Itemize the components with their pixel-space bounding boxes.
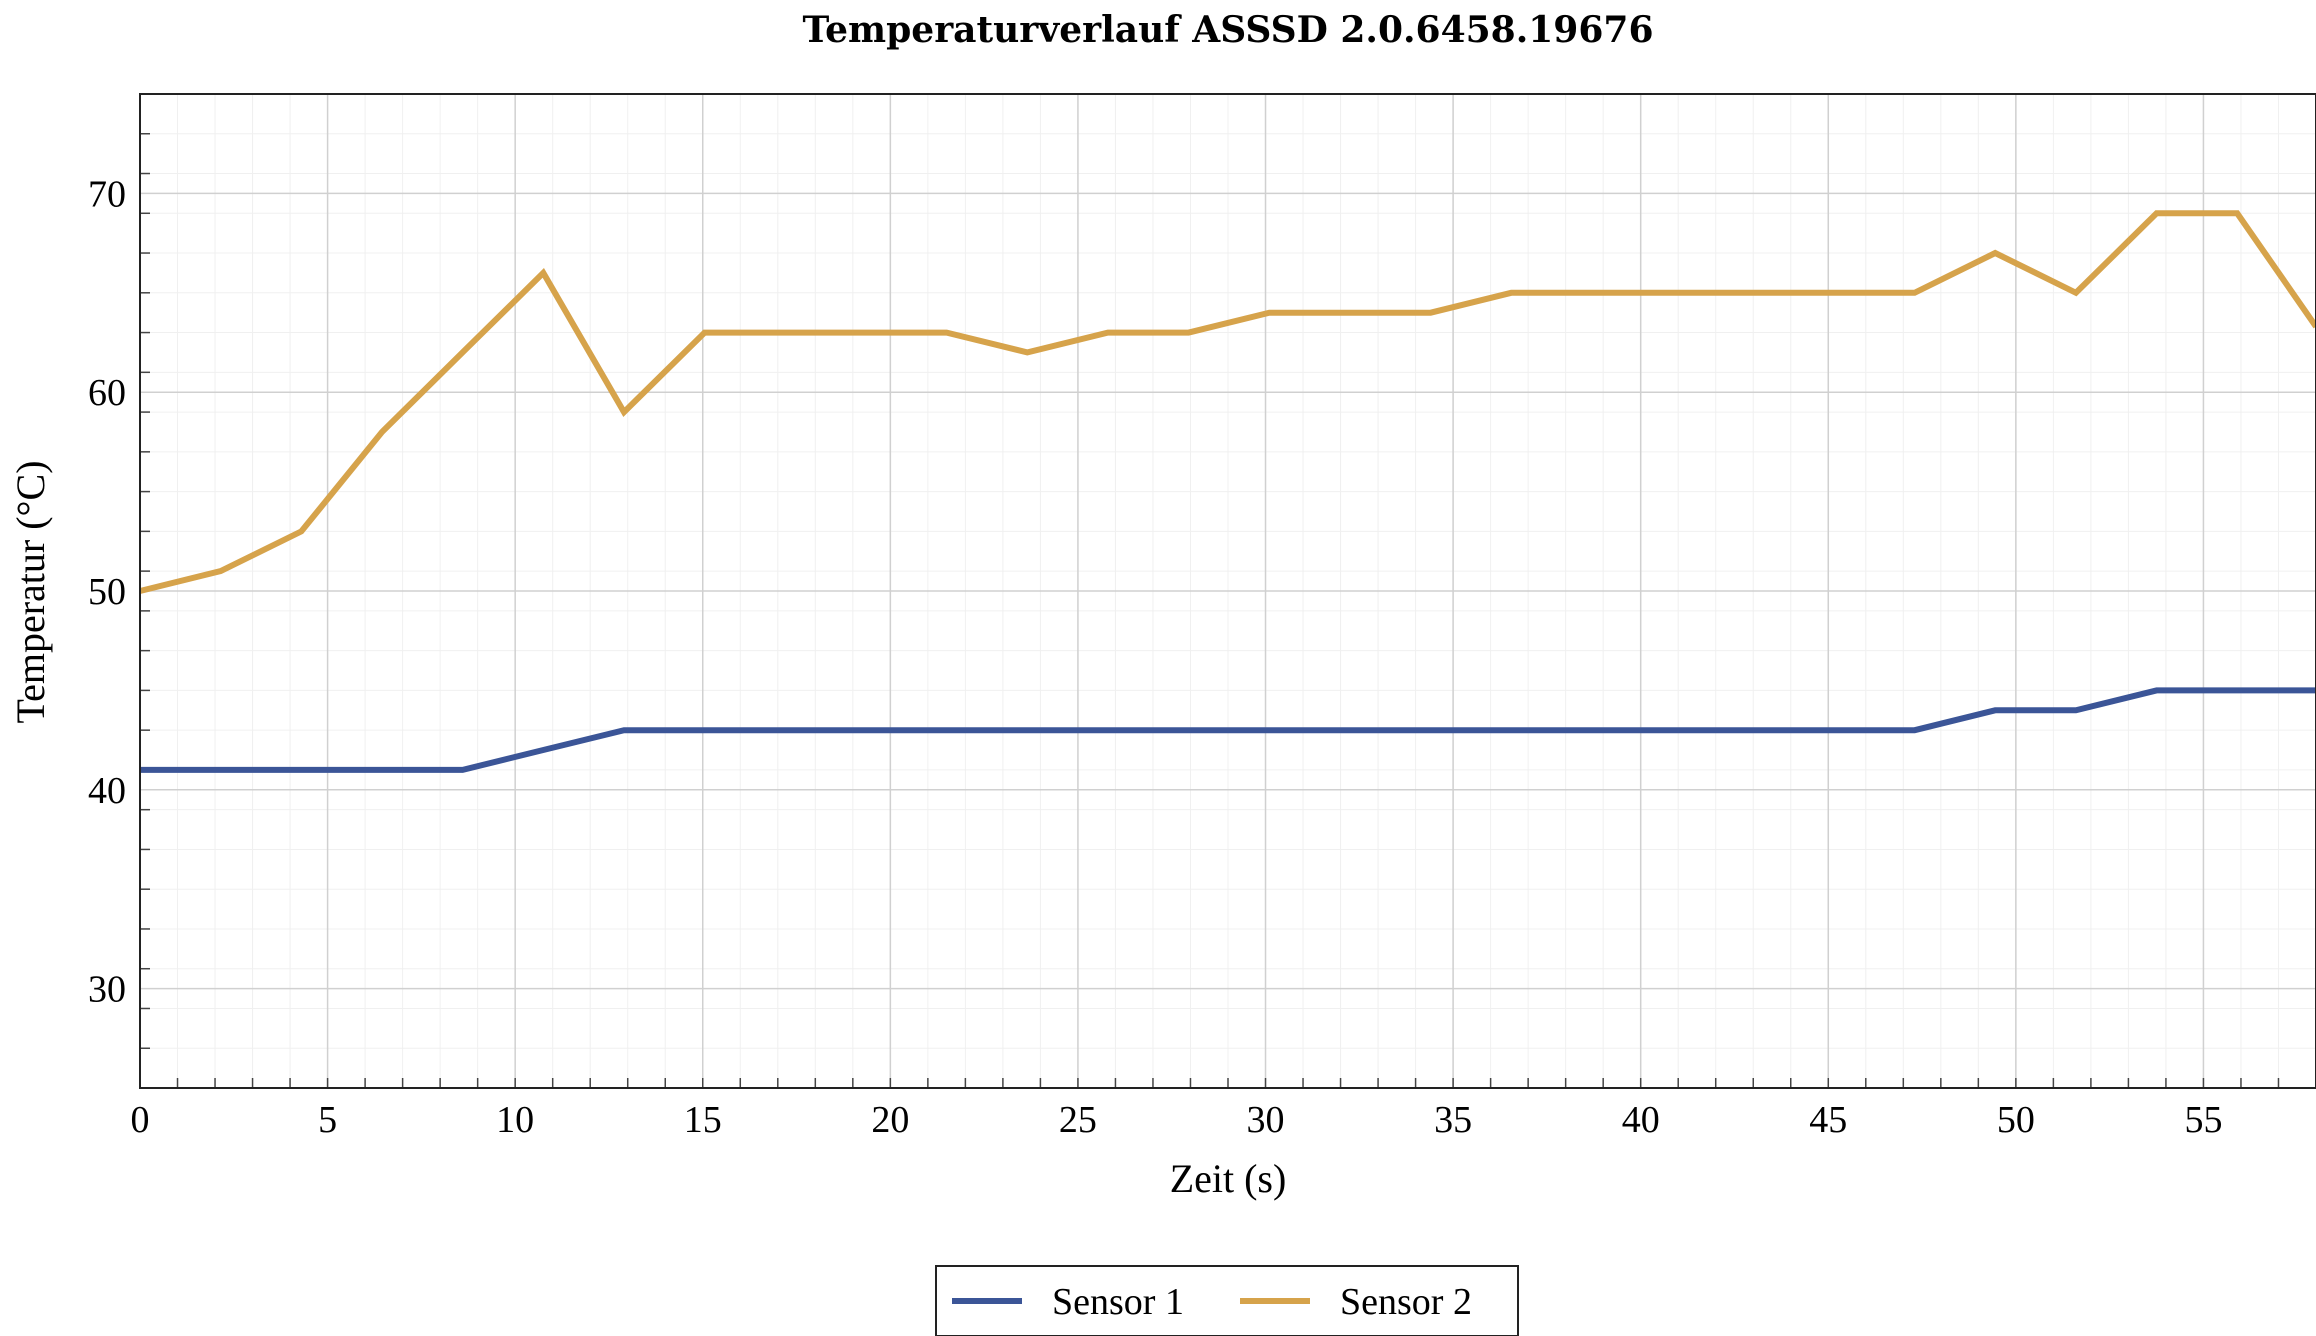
x-tick-label: 45 [1809, 1099, 1847, 1141]
x-tick-label: 0 [131, 1099, 150, 1141]
x-tick-label: 35 [1434, 1099, 1472, 1141]
legend-label-sensor-2: Sensor 2 [1340, 1281, 1472, 1323]
y-tick-label: 30 [88, 969, 126, 1011]
x-axis-label: Zeit (s) [1170, 1156, 1287, 1201]
y-tick-label: 70 [88, 173, 126, 215]
y-tick-labels: 30 40 50 60 70 [88, 173, 126, 1010]
series-line-sensor-2 [139, 210, 2316, 594]
x-tick-label: 55 [2184, 1099, 2222, 1141]
series-layer [139, 210, 2316, 773]
plot-frame [139, 93, 2316, 1089]
x-tick-label: 40 [1622, 1099, 1660, 1141]
minor-ticks [139, 93, 2316, 1089]
y-axis-label: Temperatur (°C) [8, 460, 53, 723]
x-tick-label: 30 [1247, 1099, 1285, 1141]
x-tick-label: 20 [871, 1099, 909, 1141]
legend-label-sensor-1: Sensor 1 [1052, 1281, 1184, 1323]
y-tick-label: 60 [88, 372, 126, 414]
legend: Sensor 1 Sensor 2 [935, 1265, 1519, 1336]
x-tick-label: 25 [1059, 1099, 1097, 1141]
x-tick-label: 50 [1997, 1099, 2035, 1141]
x-tick-label: 15 [684, 1099, 722, 1141]
y-tick-label: 50 [88, 571, 126, 613]
series-line-sensor-1 [140, 687, 2316, 773]
y-tick-label: 40 [88, 770, 126, 812]
chart-title: Temperaturverlauf ASSSD 2.0.6458.19676 [802, 9, 1653, 51]
x-tick-label: 10 [496, 1099, 534, 1141]
legend-box [935, 1265, 1519, 1336]
x-tick-labels: 0 5 10 15 20 25 30 35 40 45 50 55 [131, 1099, 2223, 1141]
x-tick-label: 5 [318, 1099, 337, 1141]
